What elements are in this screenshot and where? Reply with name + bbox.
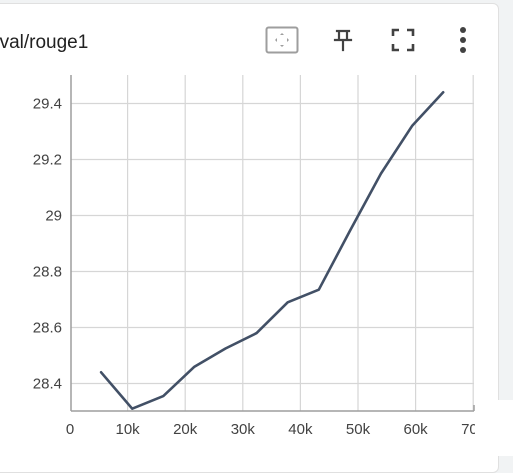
series-line bbox=[99, 91, 445, 411]
card-title: eval/rouge1 bbox=[0, 32, 89, 53]
clip-mask bbox=[475, 400, 513, 456]
more-options-button[interactable] bbox=[445, 22, 481, 58]
y-tick-label: 29.2 bbox=[33, 152, 62, 169]
y-tick-label: 28.8 bbox=[33, 264, 62, 281]
pin-button[interactable] bbox=[325, 22, 361, 58]
fullscreen-button[interactable] bbox=[385, 22, 421, 58]
fit-domain-button[interactable] bbox=[264, 22, 300, 58]
x-tick-label: 0 bbox=[66, 421, 74, 438]
pin-icon bbox=[333, 29, 353, 52]
chart-plot[interactable]: 0 10k 20k 30k 40k 50k 60k 70k28.428.628.82929.2… bbox=[0, 0, 513, 456]
fit-domain-icon bbox=[265, 26, 299, 54]
x-tick-label: 50k bbox=[346, 421, 371, 438]
y-tick-label: 28.6 bbox=[33, 320, 62, 337]
x-tick-label: 10k bbox=[116, 421, 141, 438]
y-tick-label: 29.4 bbox=[33, 96, 62, 113]
fullscreen-icon bbox=[391, 28, 415, 52]
x-tick-label: 30k bbox=[231, 421, 256, 438]
x-tick-label: 20k bbox=[173, 421, 198, 438]
y-tick-label: 29 bbox=[45, 208, 62, 225]
x-tick-label: 40k bbox=[288, 421, 313, 438]
more-vert-icon bbox=[460, 27, 466, 53]
y-tick-label: 28.4 bbox=[33, 376, 62, 393]
x-tick-label: 60k bbox=[404, 421, 429, 438]
